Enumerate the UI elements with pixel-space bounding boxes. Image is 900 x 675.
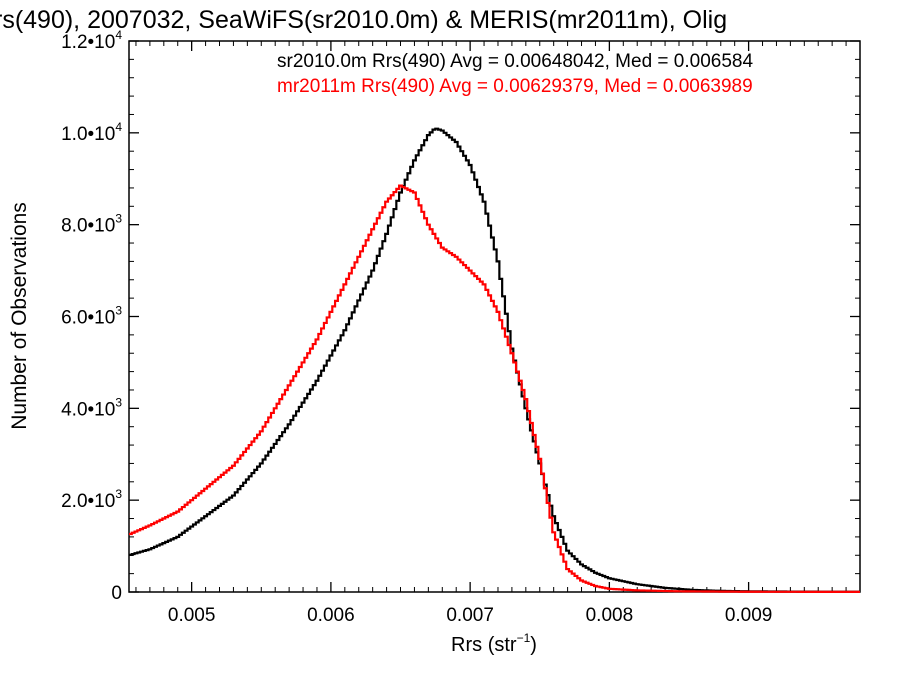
x-tick-label: 0.007 bbox=[446, 605, 494, 626]
x-axis-label-superscript: −1 bbox=[517, 631, 531, 645]
y-tick-mantissa: 1.2•10 bbox=[61, 32, 115, 53]
y-tick-label: 1.0•104 bbox=[61, 120, 122, 145]
y-tick-mantissa: 6.0•10 bbox=[61, 308, 115, 329]
legend-mr2011-annotation: mr2011m Rrs(490) Avg = 0.00629379, Med =… bbox=[277, 76, 753, 97]
y-tick-exponent: 3 bbox=[115, 304, 122, 318]
y-tick-label: 1.2•104 bbox=[61, 28, 122, 53]
y-tick-exponent: 3 bbox=[115, 212, 122, 226]
plot-area bbox=[128, 40, 861, 593]
x-tick-label: 0.009 bbox=[725, 605, 773, 626]
x-axis-label-main: Rrs (str bbox=[451, 634, 517, 656]
y-tick-mantissa: 8.0•10 bbox=[61, 216, 115, 237]
y-tick-label: 8.0•103 bbox=[61, 212, 122, 237]
y-tick-exponent: 4 bbox=[115, 28, 122, 42]
y-tick-label: 0 bbox=[111, 583, 122, 604]
legend-sr2010-annotation: sr2010.0m Rrs(490) Avg = 0.00648042, Med… bbox=[277, 51, 753, 72]
y-tick-label: 6.0•103 bbox=[61, 304, 122, 329]
x-tick-label: 0.008 bbox=[586, 605, 634, 626]
y-axis: 02.0•1034.0•1036.0•1038.0•1031.0•1041.2•… bbox=[61, 28, 860, 604]
y-tick-label: 4.0•103 bbox=[61, 395, 122, 420]
y-tick-mantissa: 4.0•10 bbox=[61, 399, 115, 420]
chart-title: rs(490), 2007032, SeaWiFS(sr2010.0m) & M… bbox=[0, 6, 727, 34]
series-mr2011m-line bbox=[129, 184, 860, 594]
x-tick-label: 0.005 bbox=[168, 605, 216, 626]
x-axis: 0.005 0.006 0.007 0.008 0.009 bbox=[135, 41, 861, 626]
y-tick-exponent: 4 bbox=[115, 120, 122, 134]
series-sr2010.0m-line bbox=[129, 127, 860, 593]
y-axis-label: Number of Observations bbox=[8, 202, 31, 430]
x-axis-label-end: ) bbox=[530, 634, 537, 656]
y-tick-exponent: 3 bbox=[115, 487, 122, 501]
y-tick-label: 2.0•103 bbox=[61, 487, 122, 512]
x-axis-label: Rrs (str−1) bbox=[451, 631, 537, 656]
y-tick-mantissa: 0 bbox=[111, 583, 122, 604]
y-tick-exponent: 3 bbox=[115, 395, 122, 409]
series-layer bbox=[129, 127, 860, 594]
y-tick-mantissa: 2.0•10 bbox=[61, 491, 115, 512]
x-tick-label: 0.006 bbox=[307, 605, 355, 626]
y-tick-mantissa: 1.0•10 bbox=[61, 124, 115, 145]
